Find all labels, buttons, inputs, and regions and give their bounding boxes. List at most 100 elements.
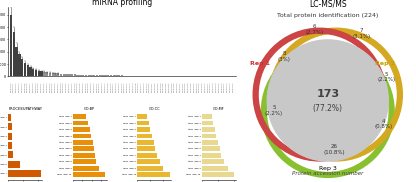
Bar: [137, 166, 163, 171]
Text: hsa-miR-142: hsa-miR-142: [127, 82, 128, 92]
Bar: [202, 121, 213, 125]
Bar: [73, 159, 97, 164]
Bar: [10, 15, 12, 76]
Bar: [63, 74, 65, 76]
Text: hsa-miR-135: hsa-miR-135: [108, 82, 109, 92]
Text: hsa-miR-134: hsa-miR-134: [105, 82, 106, 92]
Text: hsa-miR-176: hsa-miR-176: [221, 82, 223, 92]
Bar: [202, 134, 216, 138]
Text: 26
(10.8%): 26 (10.8%): [324, 144, 345, 155]
Bar: [73, 172, 105, 177]
Text: 7
(3.1%): 7 (3.1%): [352, 28, 371, 39]
Bar: [202, 166, 228, 171]
Text: hsa-miR-132: hsa-miR-132: [99, 82, 100, 92]
Bar: [137, 172, 170, 177]
Bar: [8, 142, 12, 149]
Text: hsa-miR-121: hsa-miR-121: [69, 82, 70, 92]
Bar: [137, 127, 150, 132]
Bar: [137, 146, 156, 151]
Bar: [102, 75, 104, 76]
Bar: [43, 72, 46, 76]
Bar: [202, 159, 225, 164]
Text: Total protein identification (224): Total protein identification (224): [277, 13, 379, 18]
Bar: [137, 140, 154, 145]
Title: GO:BP: GO:BP: [84, 107, 95, 111]
Text: hsa-miR-120: hsa-miR-120: [66, 82, 67, 92]
Title: LC-MS/MS: LC-MS/MS: [309, 0, 347, 9]
Text: hsa-miR-141: hsa-miR-141: [124, 82, 125, 92]
Circle shape: [269, 42, 386, 159]
Text: hsa-miR-165: hsa-miR-165: [191, 82, 192, 92]
Text: hsa-miR-174: hsa-miR-174: [216, 82, 217, 92]
Bar: [137, 114, 147, 119]
Bar: [46, 72, 48, 76]
Text: 4
(0.8%): 4 (0.8%): [374, 119, 392, 129]
Bar: [202, 172, 234, 177]
Bar: [202, 146, 220, 151]
Bar: [74, 74, 76, 76]
Text: Rep 3: Rep 3: [319, 166, 337, 171]
Bar: [60, 74, 62, 76]
Bar: [8, 151, 13, 158]
Bar: [18, 54, 21, 76]
Bar: [57, 74, 59, 76]
Bar: [8, 161, 20, 168]
Bar: [73, 134, 91, 138]
Bar: [27, 65, 29, 76]
Bar: [90, 75, 93, 76]
Text: Rep 1: Rep 1: [250, 61, 270, 66]
Text: hsa-miR-117: hsa-miR-117: [58, 82, 59, 92]
Text: hsa-miR-126: hsa-miR-126: [83, 82, 84, 92]
Bar: [40, 71, 43, 76]
Bar: [73, 153, 95, 158]
Bar: [54, 73, 57, 76]
Text: hsa-miR-122: hsa-miR-122: [72, 82, 73, 92]
Bar: [73, 166, 99, 171]
Bar: [52, 73, 54, 76]
Text: hsa-miR-169: hsa-miR-169: [202, 82, 203, 92]
Bar: [115, 75, 118, 76]
Text: hsa-miR-119: hsa-miR-119: [63, 82, 64, 92]
Text: hsa-miR-144: hsa-miR-144: [133, 82, 134, 92]
Text: hsa-miR-151: hsa-miR-151: [152, 82, 153, 92]
Title: GO:MF: GO:MF: [213, 107, 225, 111]
Text: hsa-miR-104: hsa-miR-104: [22, 82, 23, 92]
Text: hsa-miR-137: hsa-miR-137: [113, 82, 114, 92]
Text: hsa-miR-110: hsa-miR-110: [38, 82, 40, 92]
Bar: [8, 133, 12, 140]
Bar: [15, 47, 18, 76]
Bar: [65, 74, 68, 76]
Bar: [71, 74, 73, 76]
Text: hsa-miR-166: hsa-miR-166: [194, 82, 195, 92]
Bar: [137, 159, 160, 164]
Bar: [202, 140, 218, 145]
Text: hsa-miR-148: hsa-miR-148: [144, 82, 145, 92]
Text: (77.2%): (77.2%): [313, 104, 343, 113]
Text: hsa-miR-179: hsa-miR-179: [230, 82, 231, 92]
Text: hsa-miR-116: hsa-miR-116: [55, 82, 56, 92]
Bar: [68, 74, 71, 76]
Bar: [85, 75, 87, 76]
Text: hsa-miR-102: hsa-miR-102: [16, 82, 17, 92]
Text: hsa-miR-123: hsa-miR-123: [74, 82, 75, 92]
Text: hsa-miR-160: hsa-miR-160: [177, 82, 178, 92]
Text: hsa-miR-130: hsa-miR-130: [94, 82, 95, 92]
Text: hsa-miR-173: hsa-miR-173: [213, 82, 214, 92]
Text: hsa-miR-101: hsa-miR-101: [13, 82, 15, 92]
Bar: [99, 75, 101, 76]
Bar: [38, 70, 40, 76]
Title: GO:CC: GO:CC: [149, 107, 160, 111]
Bar: [77, 74, 79, 76]
Text: hsa-miR-140: hsa-miR-140: [121, 82, 123, 92]
Bar: [35, 70, 37, 76]
Bar: [110, 75, 112, 76]
Text: hsa-miR-164: hsa-miR-164: [188, 82, 189, 92]
Text: hsa-miR-111: hsa-miR-111: [41, 82, 42, 92]
Text: hsa-miR-155: hsa-miR-155: [163, 82, 164, 92]
Bar: [73, 127, 90, 132]
Text: hsa-miR-128: hsa-miR-128: [88, 82, 89, 92]
Text: hsa-miR-152: hsa-miR-152: [155, 82, 156, 92]
Bar: [202, 127, 215, 132]
Bar: [137, 121, 149, 125]
Bar: [49, 73, 51, 76]
